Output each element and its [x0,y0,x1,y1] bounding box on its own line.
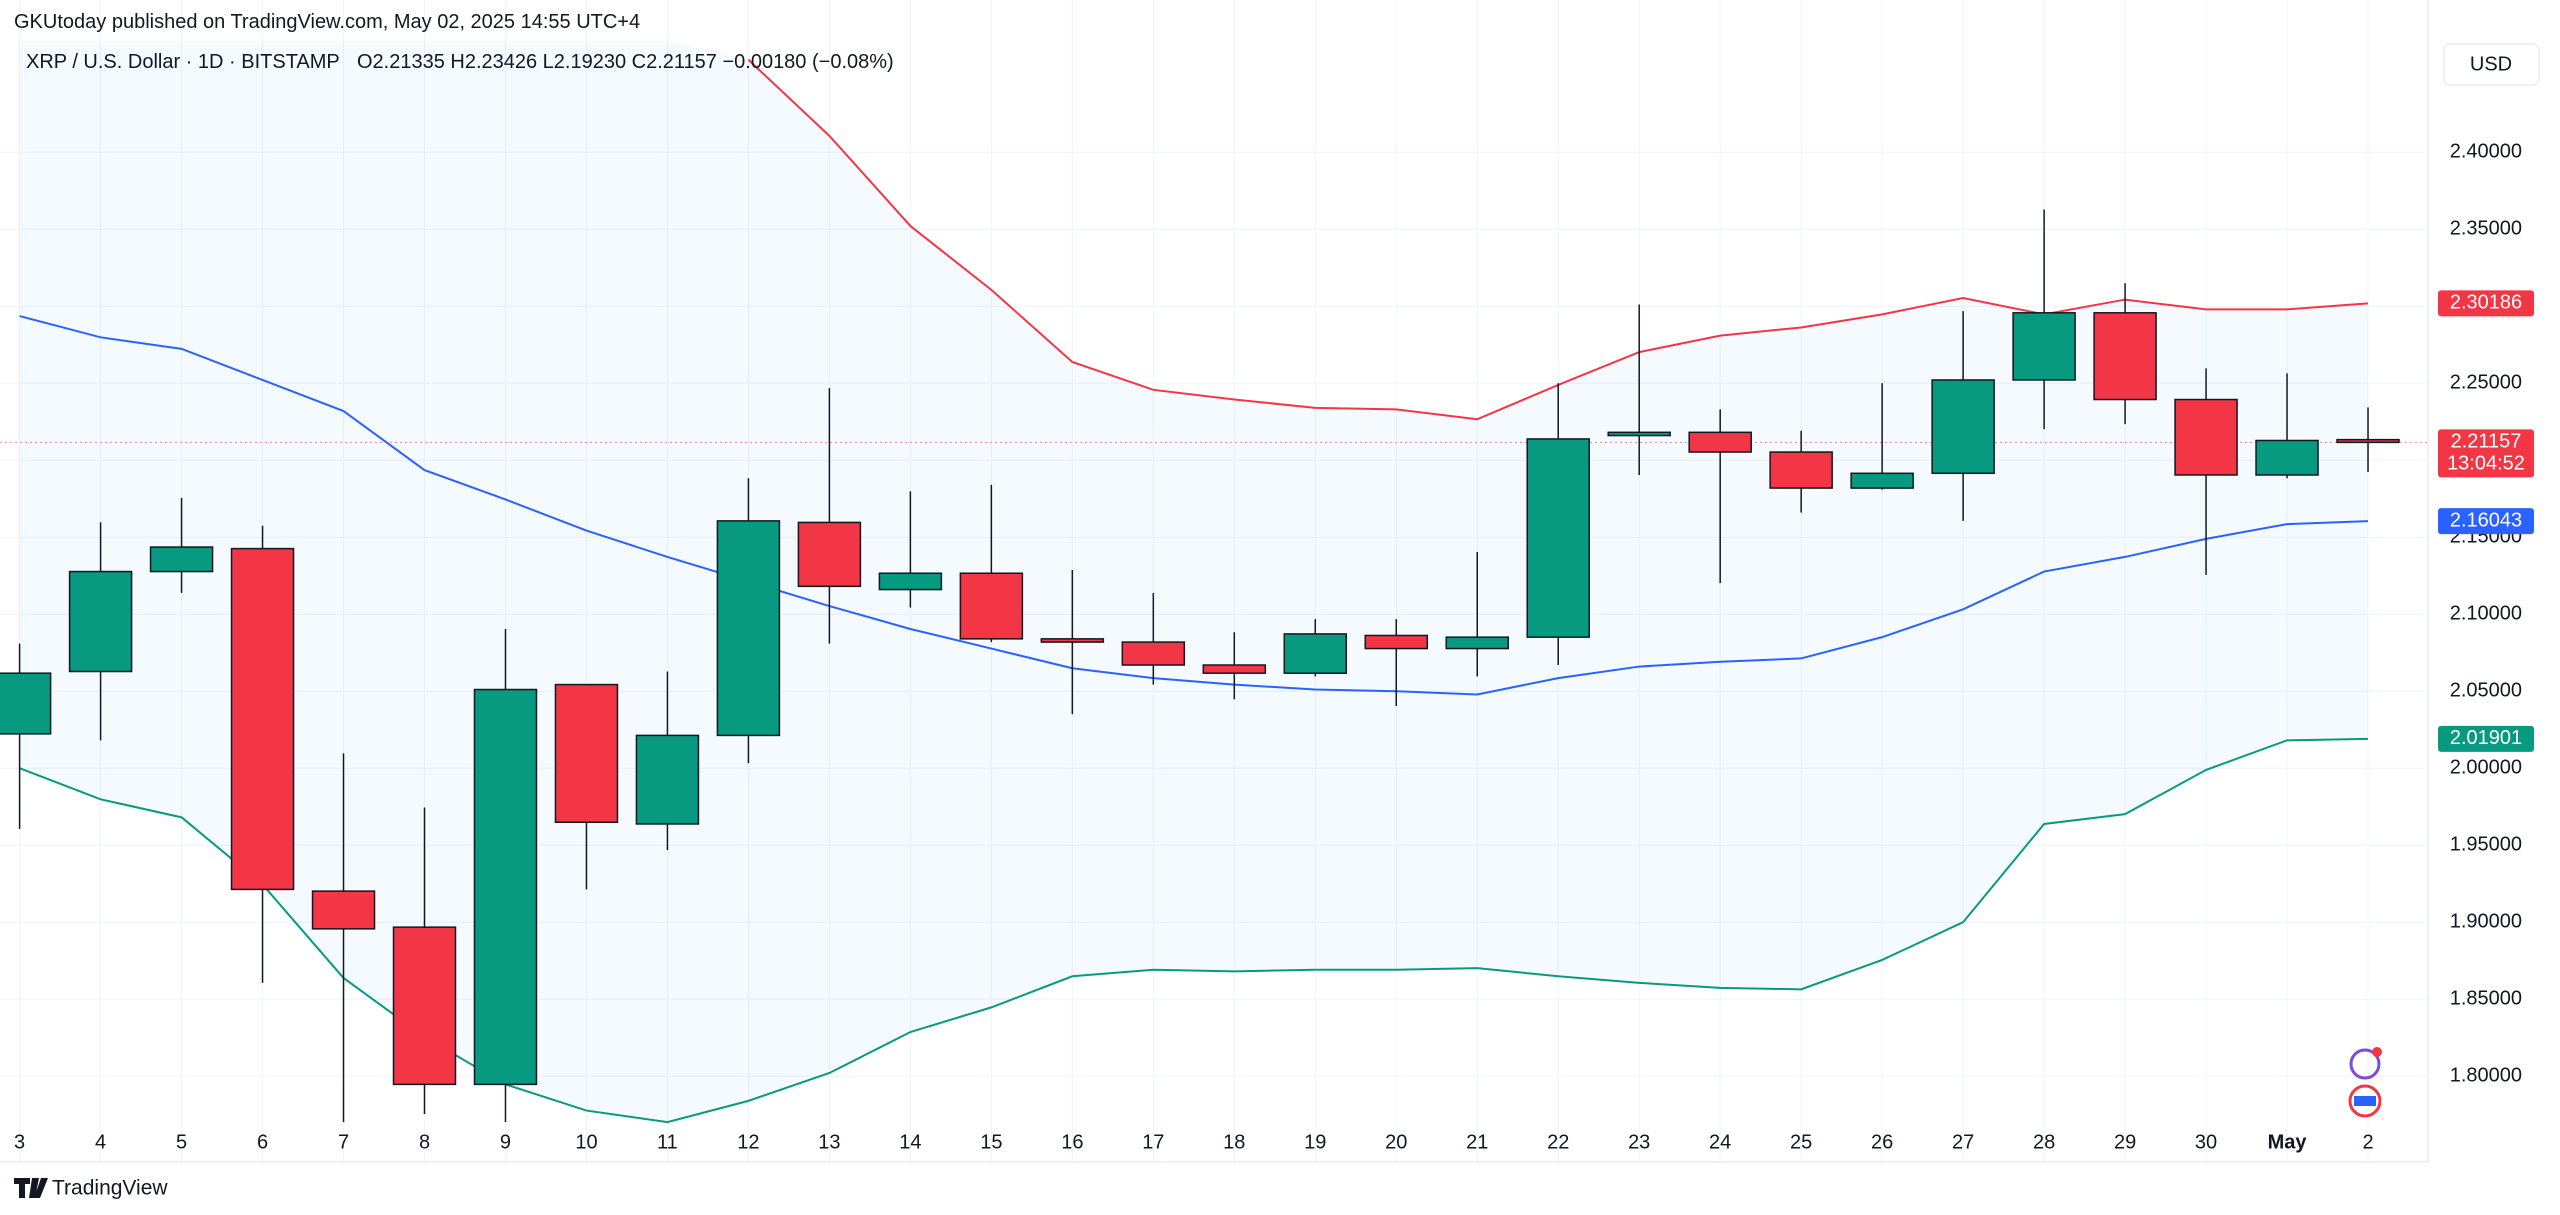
y-tick-label: 2.00000 [2450,756,2522,778]
y-tick-label: 2.35000 [2450,217,2522,239]
candle-body [797,521,862,588]
candle-body [311,890,376,930]
tradingview-logo: TradingView [14,1177,168,1200]
x-tick-label: 2 [2362,1131,2373,1153]
y-tick-label: 2.10000 [2450,602,2522,624]
candle-body [1364,634,1429,650]
candle-body [1607,431,1671,437]
x-tick-label: 27 [1952,1131,1974,1153]
x-tick-label: 11 [657,1131,678,1153]
candle-body [2093,312,2157,401]
candle-body [68,570,133,673]
x-tick-label: 16 [1061,1131,1083,1153]
y-tick-label: 2.25000 [2450,371,2522,393]
candle-body [1202,664,1267,674]
ohlc-text: O2.21335 H2.23426 L2.19230 C2.21157 −0.0… [356,51,894,73]
x-tick-label: 22 [1547,1131,1569,1153]
x-tick-label: 19 [1304,1131,1326,1153]
x-tick-label: 14 [899,1131,921,1153]
y-tick-label: 1.95000 [2450,833,2522,855]
x-tick-label: 13 [818,1131,840,1153]
currency-label[interactable]: USD [2470,53,2512,75]
x-tick-label: 29 [2114,1131,2136,1153]
y-tick-label: 1.80000 [2450,1065,2522,1087]
axes: 1.80000 1.85000 1.90000 1.95000 2.00000 2.050… [14,140,2534,1153]
candle-body [635,734,700,825]
x-tick-label: 10 [575,1131,597,1153]
candle-body [1850,472,1914,489]
candle-body [149,546,214,573]
band-fill [19,41,2369,1123]
symbol-title: XRP / U.S. Dollar · 1D · BITSTAMP [26,51,340,73]
candle-body [2336,438,2400,444]
candle-body [1445,636,1509,650]
candle-body [1526,438,1590,638]
candle-body [2174,398,2238,476]
upper-band-tag-bg [2438,290,2534,317]
candle-body [230,547,295,891]
x-tick-label: 12 [737,1131,759,1153]
x-tick-label: 8 [419,1131,430,1153]
middle-band-tag: 2.16043 [2450,509,2522,531]
x-tick-label: 25 [1790,1131,1812,1153]
candle-body [1040,638,1105,643]
candle-body [959,572,1024,640]
candle-body [878,572,943,591]
x-tick-label: 28 [2033,1131,2055,1153]
candle-body [473,688,538,1086]
x-tick-label: 18 [1223,1131,1245,1153]
x-tick-label: 4 [95,1131,106,1153]
x-tick-label: 26 [1871,1131,1893,1153]
candle-body [1769,451,1833,489]
candle-body [392,926,457,1086]
candle-body [0,672,52,735]
candle-body [1283,633,1348,674]
x-tick-label: 15 [980,1131,1002,1153]
x-tick-label: 9 [500,1131,511,1153]
last-price-tag: 2.21157 [2451,431,2522,453]
x-tick-label: 6 [257,1131,268,1153]
candle-body [1121,641,1186,666]
countdown: 13:04:52 [2447,453,2525,475]
y-tick-label: 2.05000 [2450,679,2522,701]
last-price-tag-bg [2438,429,2534,478]
middle-band-tag-bg [2438,508,2534,535]
x-tick-label: 5 [176,1131,187,1153]
x-tick-label: 3 [14,1131,25,1153]
lower-band-tag-bg [2438,725,2534,752]
candle-body [2012,312,2076,381]
lower-band-tag: 2.01901 [2450,727,2522,749]
publisher-line: GKUtoday published on TradingView.com, M… [14,11,641,33]
x-tick-label: 20 [1385,1131,1407,1153]
symbol-legend: XRP / U.S. Dollar · 1D · BITSTAMP O2.213… [26,51,894,74]
candle-body [2255,439,2319,476]
candle-body [1931,379,1995,475]
y-tick-label: 1.85000 [2450,987,2522,1009]
x-tick-label: 17 [1142,1131,1164,1153]
x-tick-label: May [2268,1131,2308,1153]
candle-body [1688,431,1752,453]
x-tick-label: 23 [1628,1131,1650,1153]
x-tick-label: 30 [2195,1131,2217,1153]
logo-text: TradingView [52,1177,168,1200]
plot-area [0,41,2428,1124]
bollinger-middle [19,315,2369,696]
y-tick-label: 2.40000 [2450,140,2522,162]
upper-band-tag: 2.30186 [2450,292,2522,314]
bottom-icons [2348,1047,2382,1118]
currency-box[interactable] [2443,43,2540,86]
candle-body [716,520,781,737]
x-tick-label: 7 [338,1131,349,1153]
x-tick-label: 21 [1466,1131,1488,1153]
x-tick-label: 24 [1709,1131,1731,1153]
y-tick-label: 1.90000 [2450,910,2522,932]
candle-body [554,683,619,824]
